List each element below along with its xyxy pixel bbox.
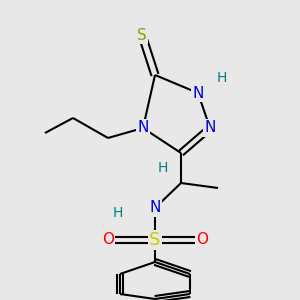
Text: N: N — [137, 121, 149, 136]
Text: O: O — [102, 232, 114, 247]
Text: H: H — [158, 161, 168, 175]
Text: N: N — [192, 85, 204, 100]
Text: O: O — [196, 232, 208, 247]
Text: N: N — [149, 200, 161, 215]
Text: S: S — [149, 231, 161, 249]
Text: H: H — [217, 71, 227, 85]
Text: H: H — [113, 206, 123, 220]
Text: N: N — [204, 121, 216, 136]
Text: S: S — [137, 28, 147, 43]
